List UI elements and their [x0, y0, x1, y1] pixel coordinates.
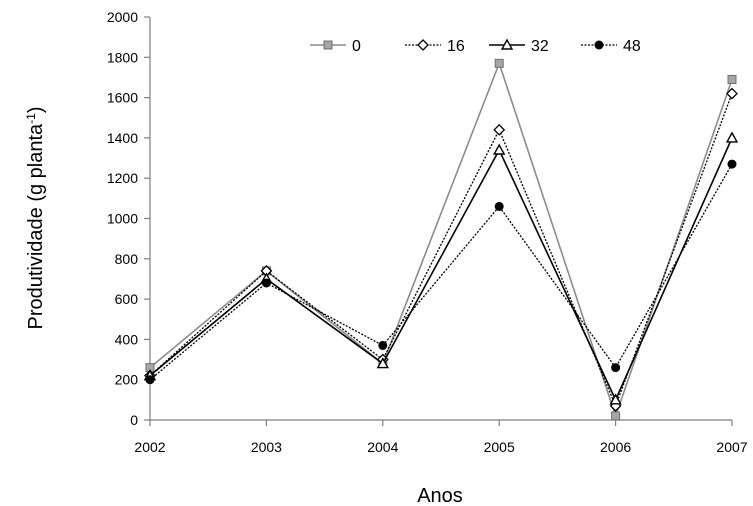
x-axis-title: Anos [417, 485, 463, 506]
y-tick-label: 1400 [107, 130, 138, 146]
y-tick-label: 1200 [107, 170, 138, 186]
y-tick-label: 400 [115, 331, 139, 347]
legend-entry-16: 16 [405, 38, 465, 55]
y-tick-label: 200 [115, 372, 139, 388]
legend-entry-0: 0 [310, 38, 361, 55]
y-tick-label: 600 [115, 291, 139, 307]
series-48 [145, 159, 737, 385]
legend-entry-48: 48 [581, 38, 641, 55]
data-point-16 [726, 87, 738, 100]
data-point-0 [494, 58, 504, 68]
legend-entry-32: 32 [489, 38, 549, 55]
x-tick-label: 2004 [367, 439, 398, 455]
x-tick-label: 2003 [251, 439, 282, 455]
data-point-48 [727, 159, 737, 169]
legend-label: 48 [623, 38, 641, 55]
data-point-32 [493, 143, 506, 155]
legend-label: 16 [447, 38, 465, 55]
y-tick-label: 1800 [107, 49, 138, 65]
data-point-32 [376, 357, 389, 369]
legend-label: 0 [352, 38, 361, 55]
y-tick-label: 1600 [107, 90, 138, 106]
x-tick-label: 2005 [484, 439, 515, 455]
legend-label: 32 [531, 38, 549, 55]
series-line-16 [149, 93, 733, 408]
series-16 [144, 87, 738, 412]
x-tick-label: 2007 [716, 439, 747, 455]
data-point-48 [145, 375, 155, 385]
data-point-16 [493, 123, 506, 136]
y-tick-label: 1000 [107, 211, 138, 227]
series-32 [143, 131, 739, 405]
y-tick-label: 2000 [107, 9, 138, 25]
x-axis-ticks: 2002 2003 2004 2005 2006 2007 [134, 420, 748, 455]
axes [149, 17, 732, 421]
data-point-32 [725, 131, 739, 143]
series-line-32 [149, 137, 733, 402]
y-axis-ticks: 0 200 400 600 800 1000 1200 1400 1600 1800 2000 [107, 9, 150, 428]
x-tick-label: 2006 [600, 439, 631, 455]
series-line-48 [149, 163, 733, 381]
series-line-0 [149, 60, 733, 419]
y-axis-title-sup: -1 [24, 113, 38, 124]
legend-marker [594, 40, 604, 50]
series-0 [145, 58, 737, 421]
legend-marker [323, 40, 333, 50]
series-layer [143, 58, 739, 421]
y-axis-title-main: Produtividade (g planta [25, 123, 47, 330]
x-tick-label: 2002 [134, 439, 165, 455]
data-point-0 [611, 411, 621, 421]
legend: 0 16 32 48 [310, 38, 641, 55]
legend-marker [417, 39, 429, 51]
data-point-48 [378, 340, 388, 350]
legend-marker [500, 38, 514, 50]
data-point-48 [494, 201, 504, 211]
y-axis-title: Produtividade (g planta-1) [24, 106, 47, 329]
data-point-48 [261, 278, 271, 288]
y-axis-title-end: ) [25, 106, 47, 113]
data-point-32 [609, 393, 622, 405]
data-point-0 [727, 74, 737, 84]
y-tick-label: 0 [130, 412, 138, 428]
y-tick-label: 800 [115, 251, 139, 267]
data-point-48 [611, 363, 621, 373]
